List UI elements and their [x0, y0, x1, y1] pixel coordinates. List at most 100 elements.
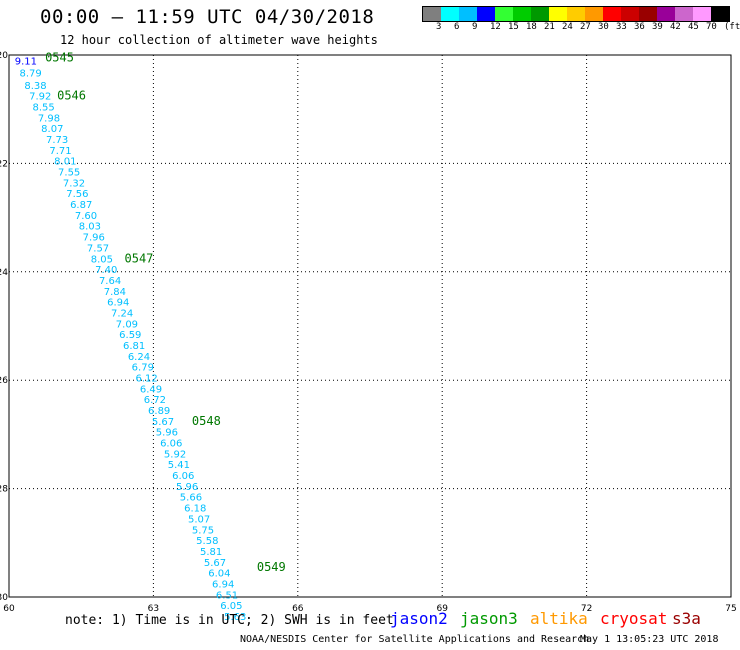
color-scale-label: 70	[706, 22, 717, 32]
color-scale-label: 27	[580, 22, 591, 32]
time-label: 0548	[192, 414, 221, 428]
color-swatch	[531, 7, 549, 21]
color-scale-label: (ft)	[724, 22, 740, 32]
color-scale-label: 42	[670, 22, 681, 32]
color-swatch	[459, 7, 477, 21]
swh-value-label: 6.79	[132, 363, 154, 374]
swh-value-label: 7.92	[29, 92, 51, 103]
swh-value-label: 5.41	[168, 460, 190, 471]
swh-value-label: 8.38	[24, 81, 46, 92]
plot-frame	[8, 54, 732, 598]
color-swatch	[513, 7, 531, 21]
x-tick-label: 60	[3, 604, 15, 614]
time-label: 0546	[57, 89, 86, 103]
swh-value-label: 5.66	[180, 493, 202, 504]
swh-value-label: 6.06	[160, 439, 182, 450]
swh-value-label: 7.64	[99, 276, 121, 287]
swh-value-label: 6.12	[136, 373, 158, 384]
x-tick-label: 63	[148, 604, 159, 614]
color-swatch	[477, 7, 495, 21]
swh-value-label: 7.60	[75, 211, 97, 222]
color-scale-label: 36	[634, 22, 645, 32]
swh-value-label: 5.67	[152, 417, 174, 428]
color-swatch	[423, 7, 441, 21]
color-scale-label: 9	[472, 22, 478, 32]
swh-value-label: 6.05	[220, 601, 242, 612]
swh-value-label: 8.01	[54, 157, 76, 168]
x-tick-label: 72	[581, 604, 592, 614]
color-scale-label: 45	[688, 22, 699, 32]
y-tick-label: -24	[0, 268, 8, 278]
swh-value-label: 6.06	[172, 471, 194, 482]
color-scale-bar	[422, 6, 730, 22]
color-scale-label: 39	[652, 22, 663, 32]
time-label: 0547	[125, 251, 154, 265]
swh-value-label: 5.81	[200, 547, 222, 558]
color-swatch	[639, 7, 657, 21]
swh-value-label: 7.96	[83, 233, 105, 244]
swh-value-label: 6.49	[140, 384, 162, 395]
x-tick-label: 75	[725, 604, 736, 614]
color-scale-label: 30	[598, 22, 609, 32]
swh-value-label: 8.79	[20, 68, 42, 79]
satellite-legend-cryosat: cryosat	[600, 609, 668, 628]
color-scale-label: 24	[562, 22, 573, 32]
credit-text: NOAA/NESDIS Center for Satellite Applica…	[240, 634, 590, 645]
satellite-legend-s3a: s3a	[672, 609, 701, 628]
chart-title: 00:00 — 11:59 UTC 04/30/2018	[40, 6, 375, 28]
x-tick-label: 66	[292, 604, 304, 614]
color-scale-label: 15	[508, 22, 519, 32]
color-scale-label: 6	[454, 22, 460, 32]
satellite-legend-altika: altika	[530, 609, 588, 628]
y-tick-label: -26	[0, 376, 8, 386]
swh-value-label: 6.51	[216, 590, 238, 601]
swh-value-label: 6.94	[107, 298, 129, 309]
swh-value-label: 6.72	[144, 395, 166, 406]
swh-value-label: 5.58	[196, 536, 218, 547]
swh-value-label: 5.96	[156, 428, 178, 439]
footer-note: note: 1) Time is in UTC; 2) SWH is in fe…	[65, 613, 394, 628]
satellite-legend-jason2: jason2	[390, 609, 448, 628]
color-swatch	[567, 7, 585, 21]
swh-value-label: 7.24	[111, 308, 133, 319]
satellite-legend-jason3: jason3	[460, 609, 518, 628]
color-swatch	[603, 7, 621, 21]
color-swatch	[693, 7, 711, 21]
swh-value-label: 6.59	[119, 330, 141, 341]
color-scale-label: 18	[526, 22, 537, 32]
swh-value-label: 7.71	[49, 146, 71, 157]
color-scale-label: 3	[436, 22, 442, 32]
swh-value-label: 7.56	[66, 189, 88, 200]
swh-value-label: 6.89	[148, 406, 170, 417]
swh-value-label: 7.32	[63, 178, 85, 189]
swh-value-label: 7.40	[95, 265, 117, 276]
y-tick-label: -28	[0, 485, 8, 495]
swh-value-label: 7.09	[116, 319, 138, 330]
color-swatch	[495, 7, 513, 21]
time-label: 0545	[45, 51, 74, 65]
swh-value-label: 6.18	[184, 504, 206, 515]
swh-value-label: 8.05	[91, 254, 113, 265]
color-scale-label: 12	[490, 22, 501, 32]
swh-value-label: 6.24	[128, 352, 150, 363]
generated-timestamp: May 1 13:05:23 UTC 2018	[580, 634, 719, 645]
color-swatch	[585, 7, 603, 21]
swh-value-label: 6.81	[123, 341, 145, 352]
swh-value-label: 5.96	[176, 482, 198, 493]
color-scale-label: 21	[544, 22, 555, 32]
swh-value-label: 9.11	[15, 56, 37, 67]
swh-value-label: 7.57	[87, 243, 109, 254]
color-swatch	[621, 7, 639, 21]
swh-value-label: 8.55	[33, 102, 55, 113]
y-tick-label: -22	[0, 159, 8, 169]
color-scale-label: 33	[616, 22, 627, 32]
color-swatch	[675, 7, 693, 21]
y-tick-label: -30	[0, 593, 8, 603]
swh-value-label: 7.73	[46, 135, 68, 146]
color-swatch	[711, 7, 729, 21]
swh-value-label: 5.63	[224, 612, 246, 623]
time-label: 0549	[257, 560, 286, 574]
color-swatch	[549, 7, 567, 21]
